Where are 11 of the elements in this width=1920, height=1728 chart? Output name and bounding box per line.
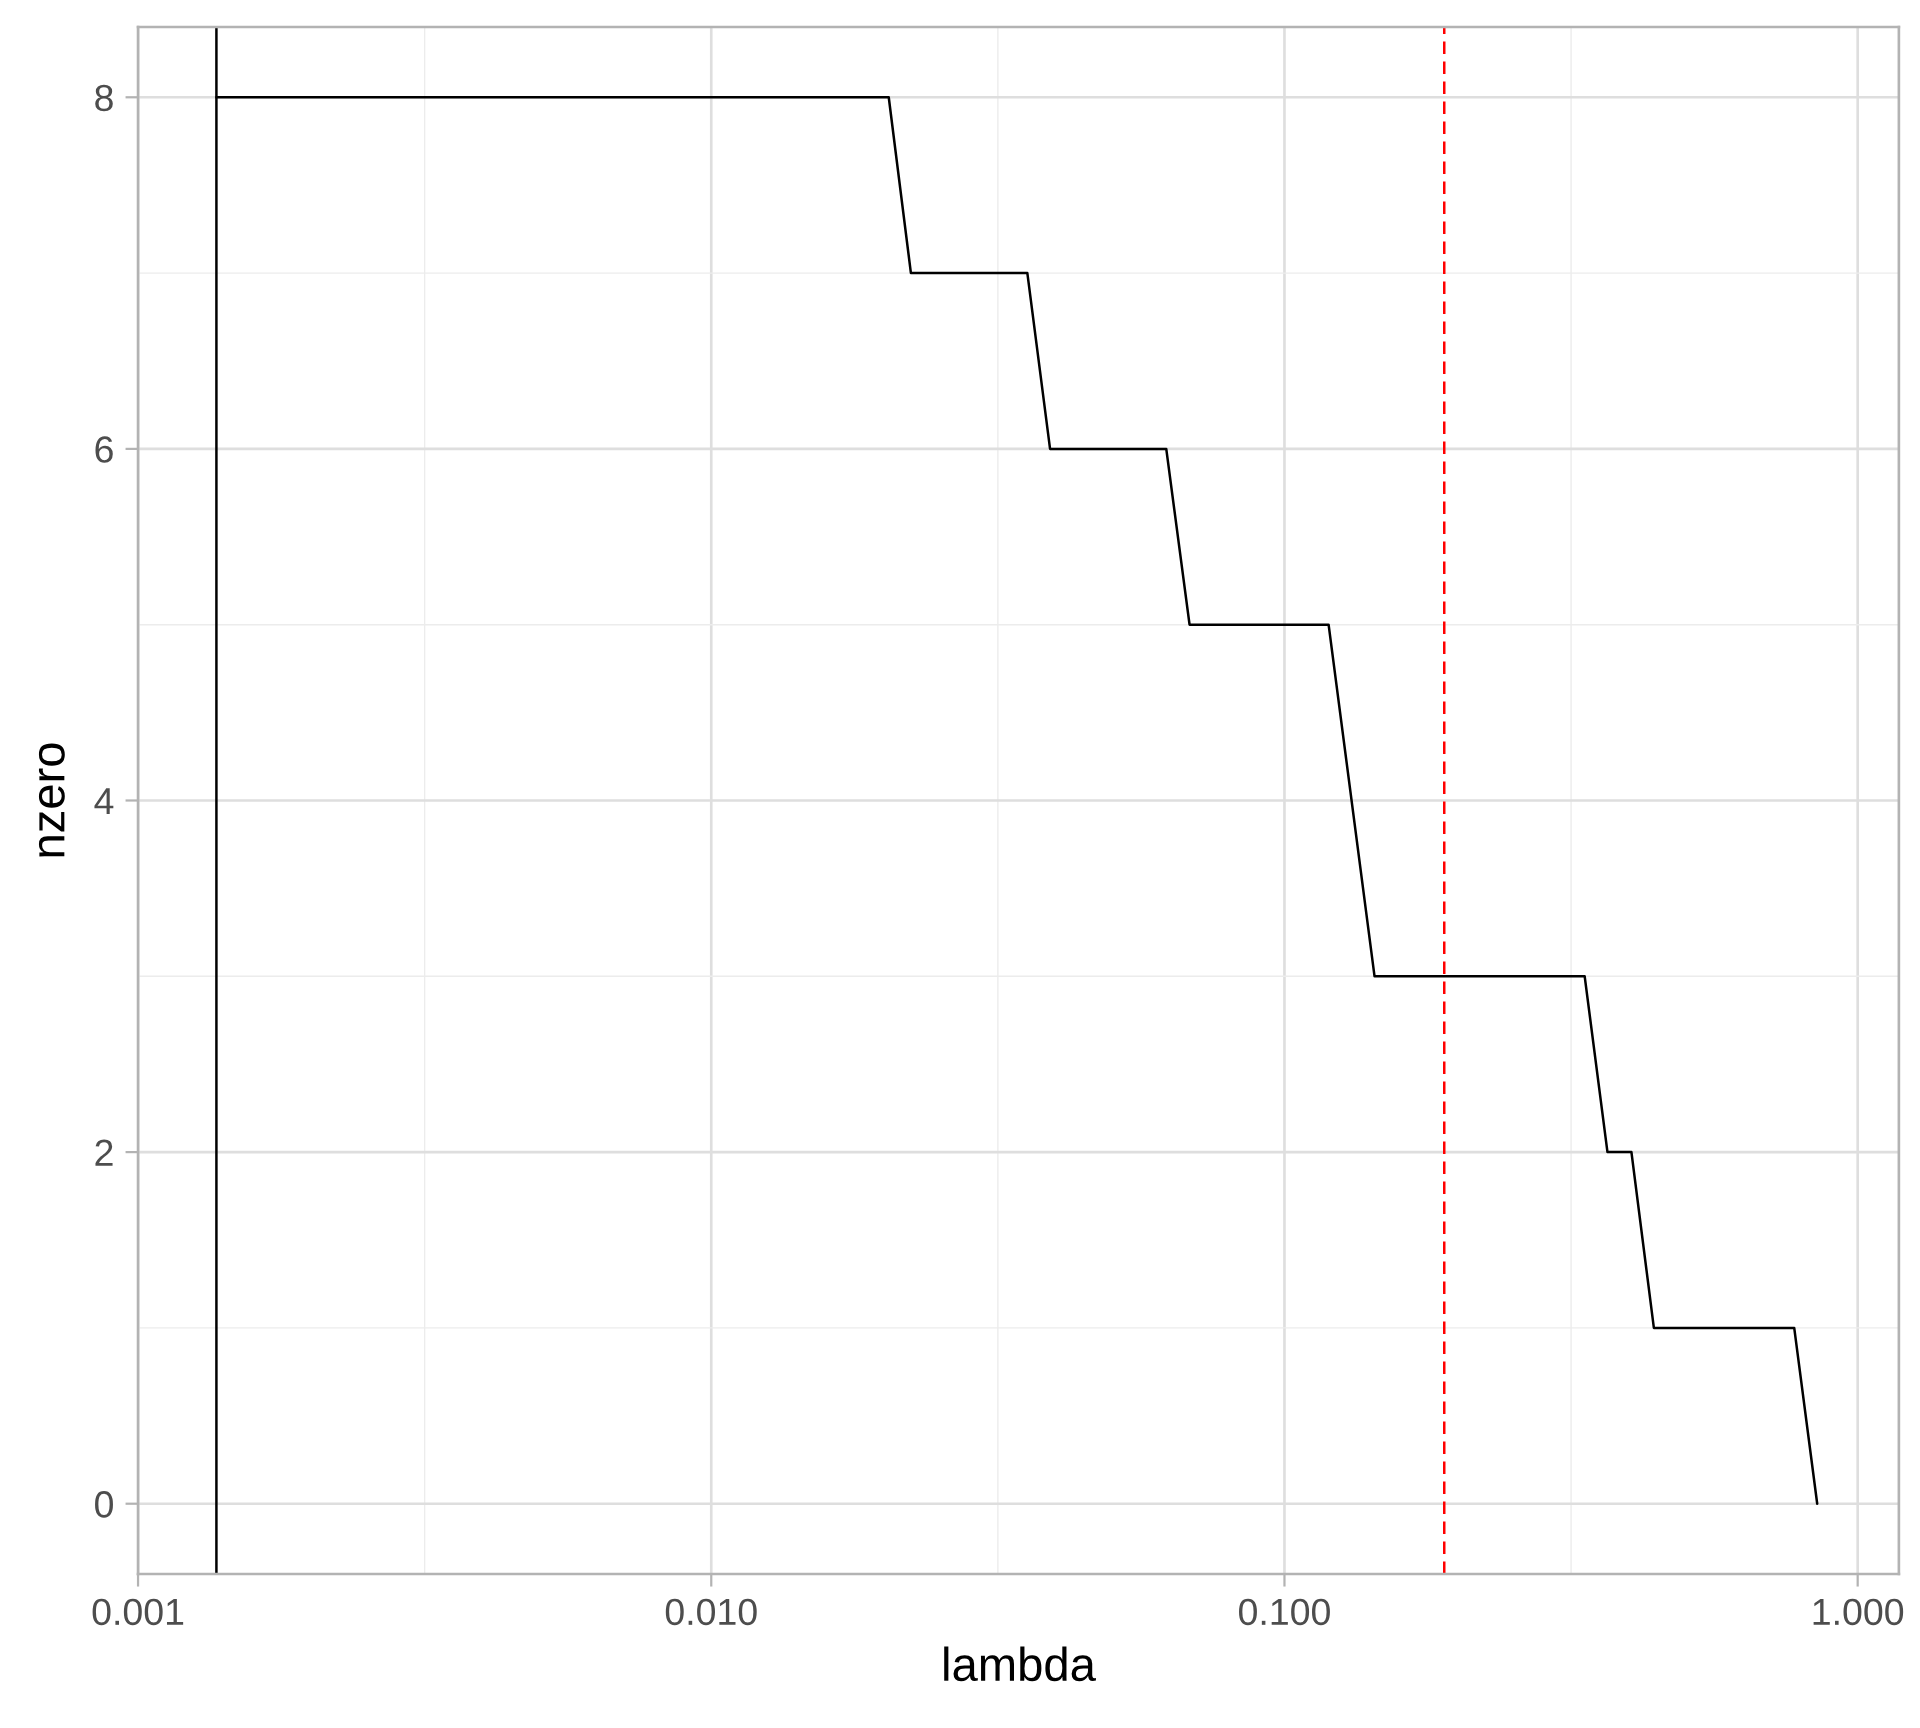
y-tick-label: 6 (95, 436, 113, 463)
y-tick-label: 0 (95, 1491, 113, 1518)
x-tick-label: 0.010 (665, 1598, 757, 1626)
y-axis-title: nzero (38, 743, 65, 857)
y-tick-label: 2 (95, 1139, 113, 1166)
x-axis-title: lambda (944, 1646, 1096, 1682)
x-tick-label: 0.001 (92, 1598, 184, 1626)
y-tick-label: 8 (95, 84, 113, 112)
y-tick-label: 4 (94, 788, 114, 815)
x-tick-label: 0.100 (1239, 1598, 1330, 1626)
x-tick-label: 1.000 (1813, 1598, 1904, 1626)
